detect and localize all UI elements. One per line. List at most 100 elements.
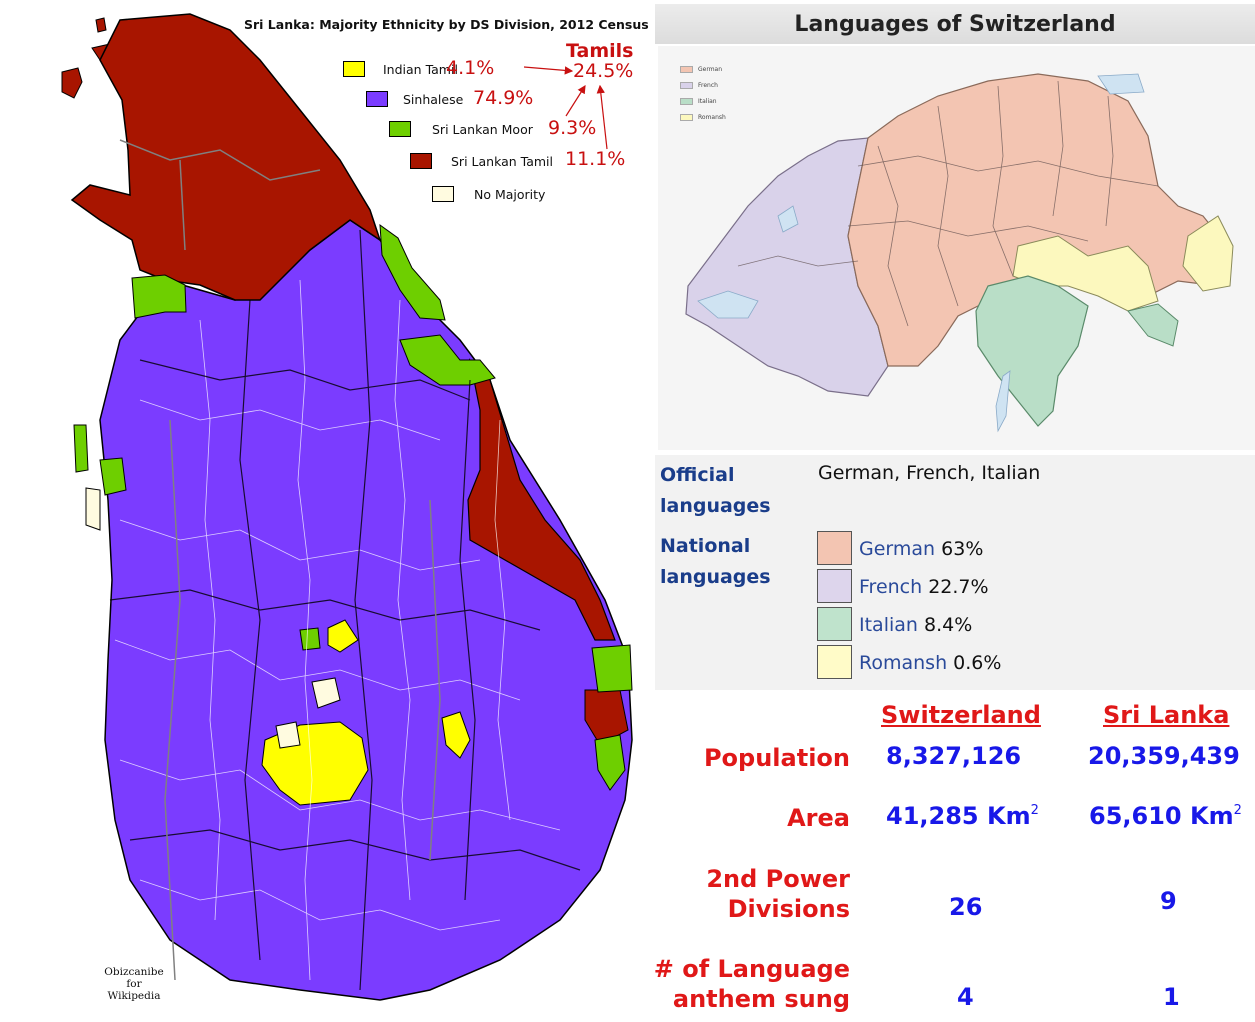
lake-maggiore bbox=[995, 370, 1011, 433]
divisions-sri-lanka: 9 bbox=[1160, 887, 1177, 915]
divisions-label-line1: 2nd Power bbox=[706, 865, 850, 893]
lang-name-romansh[interactable]: Romansh bbox=[859, 652, 948, 674]
swatch-romansh bbox=[817, 645, 852, 679]
row-label-2nd-power-divisions: 2nd Power Divisions bbox=[706, 864, 850, 924]
region-no-majority-2 bbox=[275, 721, 301, 749]
anthem-sri-lanka: 1 bbox=[1163, 983, 1180, 1011]
mini-legend-swatch-romansh bbox=[680, 114, 693, 121]
region-moor-central bbox=[299, 627, 321, 651]
area-sri-lanka: 65,610 Km2 bbox=[1089, 802, 1242, 830]
tamils-heading: Tamils bbox=[566, 40, 634, 62]
legend-swatch-sinhalese bbox=[366, 91, 388, 107]
official-label-line2: languages bbox=[660, 495, 771, 517]
region-moor-mannar bbox=[131, 274, 187, 319]
area-switzerland: 41,285 Km2 bbox=[886, 802, 1039, 830]
lake-neuchatel bbox=[777, 205, 799, 233]
region-moor-trincomalee bbox=[379, 223, 446, 321]
lang-percent-german: 63% bbox=[941, 538, 984, 560]
region-no-majority-1 bbox=[311, 677, 341, 709]
lang-percent-french: 22.7% bbox=[928, 576, 989, 598]
sri-lanka-ethnicity-map bbox=[61, 13, 633, 1001]
national-languages-label: National languages bbox=[660, 531, 771, 593]
lang-name-french[interactable]: French bbox=[859, 576, 923, 598]
swatch-french bbox=[817, 569, 852, 603]
island-delft bbox=[61, 67, 83, 99]
population-switzerland: 8,327,126 bbox=[886, 742, 1022, 770]
national-language-french: French 22.7% bbox=[859, 576, 989, 598]
legend-swatch-sri-lankan-moor bbox=[389, 121, 411, 137]
region-sri-lankan-tamil-east bbox=[467, 358, 616, 641]
tamils-total-percent: 24.5% bbox=[573, 60, 634, 82]
mini-legend-swatch-german bbox=[680, 66, 693, 73]
population-sri-lanka: 20,359,439 bbox=[1088, 742, 1240, 770]
national-label-line1: National bbox=[660, 535, 751, 557]
legend-percent-sinhalese: 74.9% bbox=[473, 87, 534, 109]
official-languages-label: Official languages bbox=[660, 460, 771, 522]
region-no-majority-3 bbox=[85, 487, 101, 531]
legend-swatch-sri-lankan-tamil bbox=[410, 153, 432, 169]
lang-percent-italian: 8.4% bbox=[924, 614, 973, 636]
legend-label-indian-tamil: Indian Tamil bbox=[383, 62, 458, 77]
region-romansh-east bbox=[1182, 215, 1234, 292]
region-moor-west-coast bbox=[73, 424, 89, 473]
region-italian bbox=[975, 275, 1089, 427]
legend-label-sri-lankan-moor: Sri Lankan Moor bbox=[432, 122, 533, 137]
lang-name-german[interactable]: German bbox=[859, 538, 936, 560]
area-switzerland-value: 41,285 Km bbox=[886, 802, 1031, 830]
legend-percent-sri-lankan-tamil: 11.1% bbox=[565, 148, 626, 170]
national-language-romansh: Romansh 0.6% bbox=[859, 652, 1001, 674]
anthem-label-line1: # of Language bbox=[653, 955, 850, 983]
legend-label-no-majority: No Majority bbox=[474, 187, 546, 202]
lake-constance bbox=[1097, 73, 1145, 95]
region-indian-tamil-badulla bbox=[441, 711, 471, 759]
credit-line-2: for bbox=[126, 978, 142, 990]
mini-legend-swatch-italian bbox=[680, 98, 693, 105]
swatch-italian bbox=[817, 607, 852, 641]
header-sri-lanka: Sri Lanka bbox=[1103, 701, 1230, 729]
legend-swatch-indian-tamil bbox=[343, 61, 365, 77]
legend-label-sri-lankan-tamil: Sri Lankan Tamil bbox=[451, 154, 553, 169]
divisions-switzerland: 26 bbox=[949, 893, 983, 921]
legend-percent-indian-tamil: 4.1% bbox=[446, 57, 495, 79]
national-language-german: German 63% bbox=[859, 538, 983, 560]
row-label-language-anthem: # of Language anthem sung bbox=[654, 954, 850, 1014]
national-language-italian: Italian 8.4% bbox=[859, 614, 972, 636]
switzerland-language-infobox bbox=[655, 455, 1255, 690]
official-label-line1: Official bbox=[660, 464, 735, 486]
row-label-population: Population bbox=[703, 744, 850, 772]
legend-label-sinhalese: Sinhalese bbox=[403, 92, 464, 107]
credit-line-3: Wikipedia bbox=[107, 990, 161, 1002]
legend-percent-sri-lankan-moor: 9.3% bbox=[548, 117, 597, 139]
lake-geneva bbox=[697, 290, 759, 319]
switzerland-language-map bbox=[685, 73, 1234, 433]
region-sri-lankan-tamil-north bbox=[70, 13, 382, 301]
official-languages-value: German, French, Italian bbox=[818, 462, 1041, 484]
anthem-label-line2: anthem sung bbox=[672, 985, 850, 1013]
lang-percent-romansh: 0.6% bbox=[953, 652, 1002, 674]
region-indian-tamil-kandy bbox=[327, 619, 359, 653]
legend-swatch-no-majority bbox=[432, 186, 454, 202]
divisions-label-line2: Divisions bbox=[727, 895, 850, 923]
region-moor-muttur bbox=[399, 334, 496, 386]
area-sri-lanka-unit-sup: 2 bbox=[1233, 803, 1242, 818]
lang-name-italian[interactable]: Italian bbox=[859, 614, 918, 636]
switzerland-map-frame: German French Italian Romansh bbox=[658, 46, 1255, 450]
region-italian-east bbox=[1127, 303, 1179, 347]
mini-legend-label-german: German bbox=[698, 66, 723, 73]
swatch-german bbox=[817, 531, 852, 565]
credit-line-1: Obizcanibe bbox=[104, 966, 164, 978]
switzerland-map-title: Languages of Switzerland bbox=[655, 4, 1255, 44]
national-label-line2: languages bbox=[660, 566, 771, 588]
map-credit: Obizcanibe for Wikipedia bbox=[98, 966, 170, 1002]
region-moor-kalmunai bbox=[591, 644, 633, 693]
area-sri-lanka-value: 65,610 Km bbox=[1089, 802, 1234, 830]
mini-legend-swatch-french bbox=[680, 82, 693, 89]
row-label-area: Area bbox=[787, 804, 850, 832]
anthem-switzerland: 4 bbox=[957, 983, 974, 1011]
mini-legend-label-italian: Italian bbox=[698, 98, 717, 105]
region-moor-pottuvil bbox=[594, 734, 626, 791]
area-switzerland-unit-sup: 2 bbox=[1030, 803, 1039, 818]
header-switzerland: Switzerland bbox=[881, 701, 1041, 729]
island-karaitivu bbox=[95, 17, 107, 33]
tamils-arrows bbox=[523, 66, 608, 150]
